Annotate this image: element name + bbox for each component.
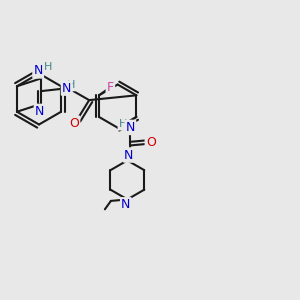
Text: N: N bbox=[126, 121, 135, 134]
Text: H: H bbox=[44, 62, 52, 72]
Text: F: F bbox=[107, 81, 114, 94]
Text: N: N bbox=[34, 64, 43, 77]
Text: N: N bbox=[62, 82, 71, 94]
Text: H: H bbox=[67, 80, 75, 90]
Text: N: N bbox=[35, 105, 44, 118]
Text: O: O bbox=[69, 117, 79, 130]
Text: N: N bbox=[124, 148, 134, 161]
Text: H: H bbox=[119, 119, 127, 129]
Text: O: O bbox=[146, 136, 156, 149]
Text: N: N bbox=[121, 198, 130, 211]
